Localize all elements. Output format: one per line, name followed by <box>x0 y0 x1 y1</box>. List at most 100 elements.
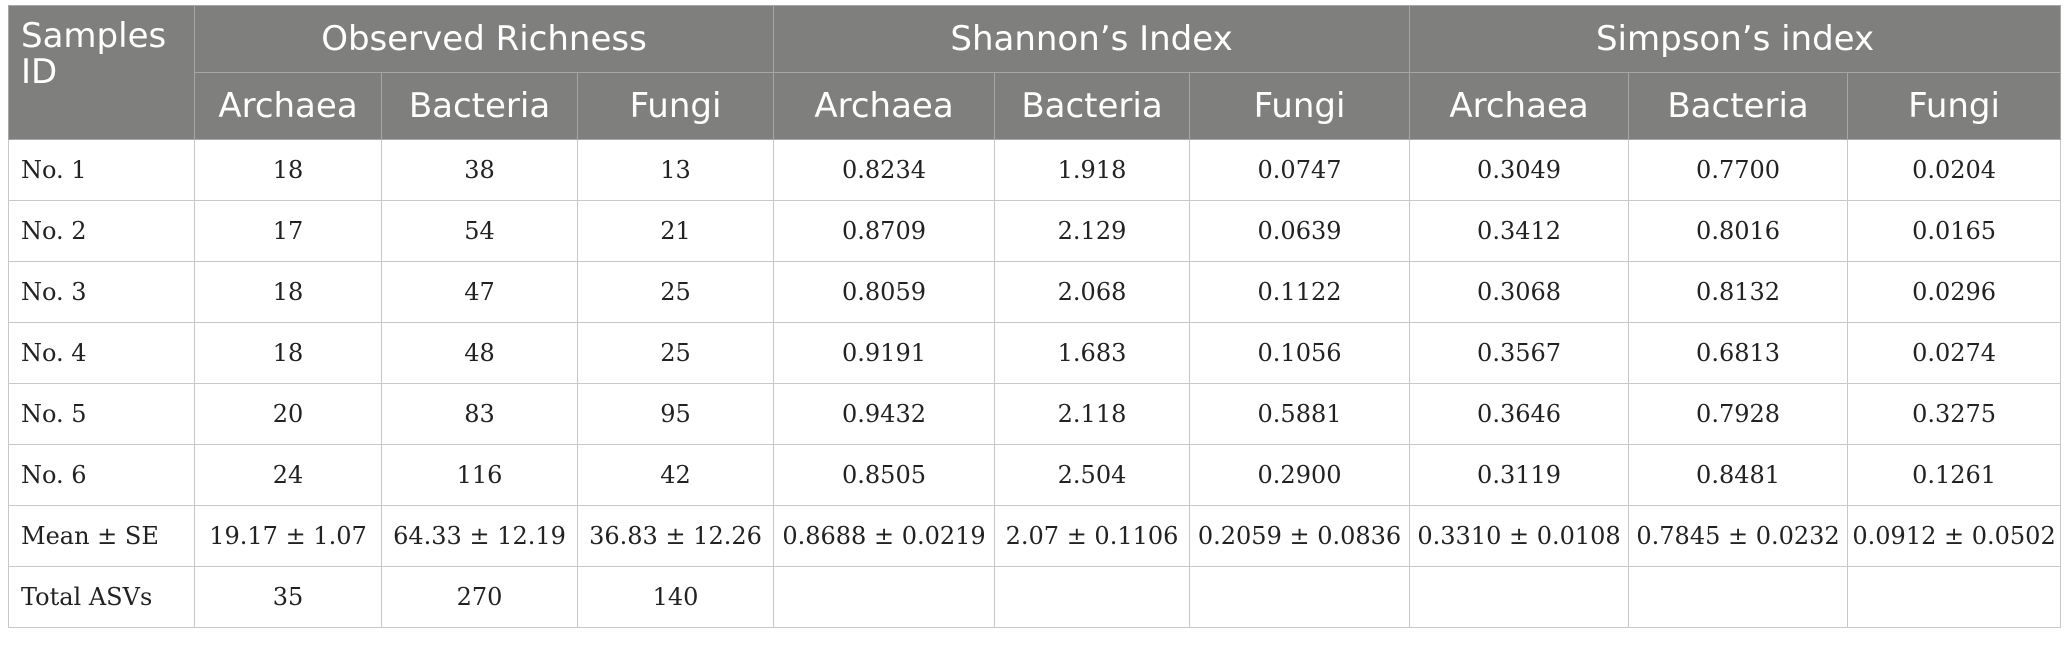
table-cell: 18 <box>194 322 382 384</box>
table-cell <box>994 566 1191 628</box>
table-cell: 0.1122 <box>1189 261 1411 323</box>
table-cell: 83 <box>381 383 578 445</box>
table-cell: 18 <box>194 261 382 323</box>
table-row: No. 4 18 48 25 0.9191 1.683 0.1056 0.3567 0.6813… <box>8 322 2062 384</box>
table-cell: 0.7700 <box>1628 139 1849 201</box>
table-cell: 0.8132 <box>1628 261 1849 323</box>
table-cell: 0.6813 <box>1628 322 1849 384</box>
table-cell: 0.8481 <box>1628 444 1849 506</box>
table-row: No. 2 17 54 21 0.8709 2.129 0.0639 0.3412 0.8016… <box>8 200 2062 262</box>
table-cell: 0.0274 <box>1847 322 2062 384</box>
column-header-archaea: Archaea <box>1409 72 1630 140</box>
table-cell: 2.068 <box>994 261 1191 323</box>
table-cell: 18 <box>194 139 382 201</box>
column-header-fungi: Fungi <box>1847 72 2062 140</box>
table-cell: 19.17 ± 1.07 <box>194 505 382 567</box>
group-header-observed-richness: Observed Richness <box>193 5 775 73</box>
table-cell: 24 <box>194 444 382 506</box>
table-cell: 0.2059 ± 0.0836 <box>1189 505 1411 567</box>
table-cell: 270 <box>381 566 578 628</box>
table-cell: 1.683 <box>994 322 1191 384</box>
sample-id-header: Samples ID <box>8 5 195 140</box>
row-label: No. 6 <box>8 444 195 506</box>
table-cell: 0.1056 <box>1189 322 1411 384</box>
table-row: Mean ± SE 19.17 ± 1.07 64.33 ± 12.19 36.83 … <box>8 505 2062 567</box>
table-cell: 0.3310 ± 0.0108 <box>1409 505 1630 567</box>
table-cell: 0.0296 <box>1847 261 2062 323</box>
table-cell: 1.918 <box>994 139 1191 201</box>
table-cell: 0.8505 <box>773 444 996 506</box>
table-cell: 0.8016 <box>1628 200 1849 262</box>
table-row: No. 3 18 47 25 0.8059 2.068 0.1122 0.3068 0.8132… <box>8 261 2062 323</box>
table-cell: 0.9432 <box>773 383 996 445</box>
table-cell: 0.0912 ± 0.0502 <box>1847 505 2062 567</box>
table-cell: 21 <box>576 200 775 262</box>
table-row: No. 1 18 38 13 0.8234 1.918 0.0747 0.3049 0.7700… <box>8 139 2062 201</box>
table-cell: 0.2900 <box>1189 444 1411 506</box>
table-cell: 20 <box>194 383 382 445</box>
diversity-table: Samples ID Observed Richness Shannon’s I… <box>8 5 2062 628</box>
table-cell: 0.3567 <box>1409 322 1630 384</box>
column-header-fungi: Fungi <box>576 72 775 140</box>
table-cell: 0.3646 <box>1409 383 1630 445</box>
table-cell: 0.8709 <box>773 200 996 262</box>
table-cell: 54 <box>381 200 578 262</box>
table-cell: 2.129 <box>994 200 1191 262</box>
table-cell: 0.8688 ± 0.0219 <box>773 505 996 567</box>
column-header-archaea: Archaea <box>773 72 996 140</box>
table-cell: 0.5881 <box>1189 383 1411 445</box>
column-header-bacteria: Bacteria <box>994 72 1191 140</box>
table-cell: 42 <box>576 444 775 506</box>
table-cell: 36.83 ± 12.26 <box>576 505 775 567</box>
group-header-simpson-index: Simpson’s index <box>1409 5 2062 73</box>
table-cell: 0.0204 <box>1847 139 2062 201</box>
table-cell: 0.0639 <box>1189 200 1411 262</box>
column-header-archaea: Archaea <box>194 72 382 140</box>
table-cell: 0.3119 <box>1409 444 1630 506</box>
table-row: Total ASVs 35 270 140 <box>8 566 2062 628</box>
table-cell: 38 <box>381 139 578 201</box>
column-header-fungi: Fungi <box>1189 72 1411 140</box>
table-cell: 13 <box>576 139 775 201</box>
table-cell: 17 <box>194 200 382 262</box>
table-cell: 0.3049 <box>1409 139 1630 201</box>
table-cell: 48 <box>381 322 578 384</box>
table-cell: 95 <box>576 383 775 445</box>
row-label: Total ASVs <box>8 566 195 628</box>
table-cell: 2.504 <box>994 444 1191 506</box>
table-cell: 0.3275 <box>1847 383 2062 445</box>
row-label: No. 3 <box>8 261 195 323</box>
table-row: No. 5 20 83 95 0.9432 2.118 0.5881 0.3646 0.7928… <box>8 383 2062 445</box>
table-cell: 0.0165 <box>1847 200 2062 262</box>
table-cell: 116 <box>381 444 578 506</box>
column-header-bacteria: Bacteria <box>1628 72 1849 140</box>
row-label: No. 2 <box>8 200 195 262</box>
table-cell <box>773 566 996 628</box>
row-label: No. 4 <box>8 322 195 384</box>
row-label: No. 1 <box>8 139 195 201</box>
table-cell: 2.07 ± 0.1106 <box>994 505 1191 567</box>
row-label: Mean ± SE <box>8 505 195 567</box>
table-cell <box>1628 566 1849 628</box>
table-cell: 0.8234 <box>773 139 996 201</box>
table-cell: 47 <box>381 261 578 323</box>
group-header-shannon-index: Shannon’s Index <box>773 5 1411 73</box>
table-cell: 0.1261 <box>1847 444 2062 506</box>
table-cell: 0.7928 <box>1628 383 1849 445</box>
table-cell: 0.8059 <box>773 261 996 323</box>
table-cell: 2.118 <box>994 383 1191 445</box>
table-cell <box>1847 566 2062 628</box>
table-cell: 0.3412 <box>1409 200 1630 262</box>
table-cell: 64.33 ± 12.19 <box>381 505 578 567</box>
table-cell: 0.9191 <box>773 322 996 384</box>
table-cell: 35 <box>194 566 382 628</box>
table-cell: 25 <box>576 261 775 323</box>
table-cell <box>1189 566 1411 628</box>
table-cell: 0.3068 <box>1409 261 1630 323</box>
row-label: No. 5 <box>8 383 195 445</box>
table-cell <box>1409 566 1630 628</box>
column-header-bacteria: Bacteria <box>381 72 578 140</box>
table-row: No. 6 24 116 42 0.8505 2.504 0.2900 0.3119 0.848… <box>8 444 2062 506</box>
table-container: Samples ID Observed Richness Shannon’s I… <box>8 5 2062 628</box>
table-cell: 140 <box>576 566 775 628</box>
